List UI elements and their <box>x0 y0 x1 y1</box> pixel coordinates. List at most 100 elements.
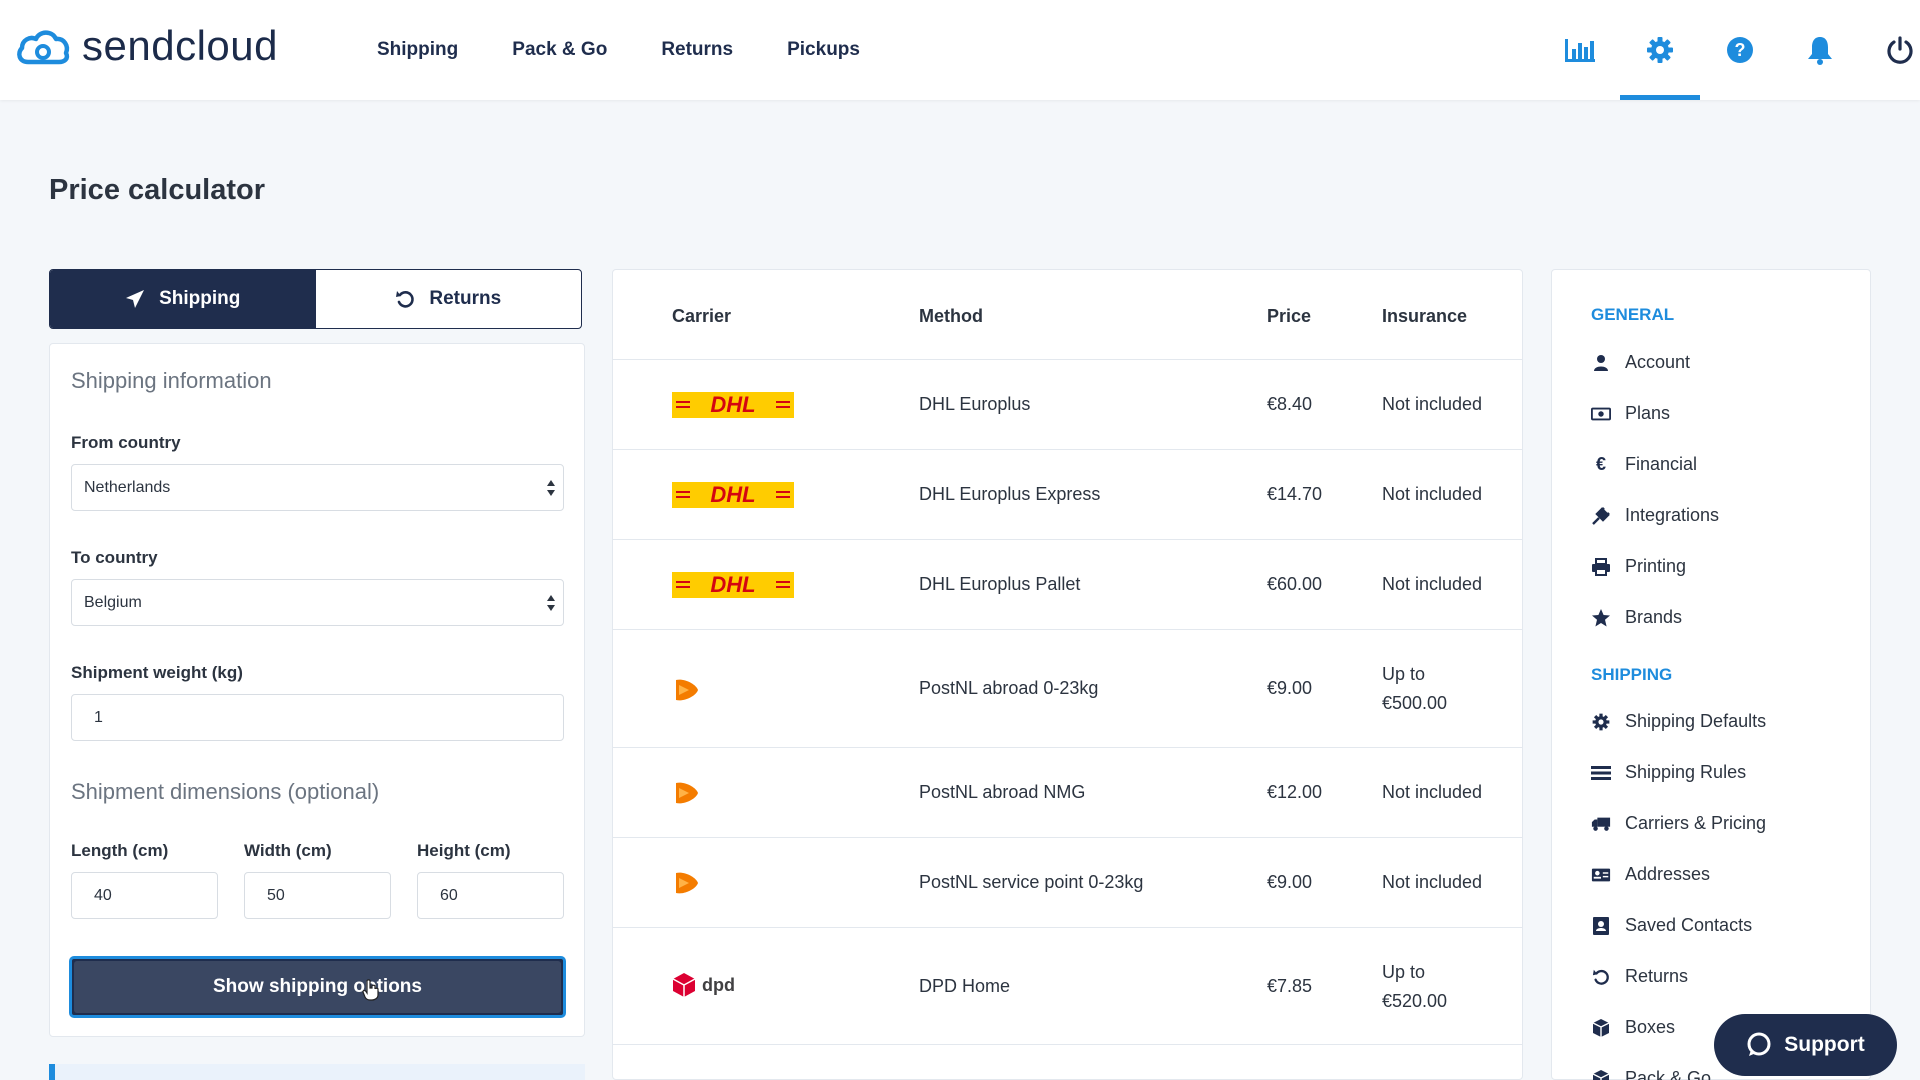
select-arrows-icon <box>547 480 555 496</box>
dhl-logo-icon: DHL <box>672 572 794 598</box>
postnl-logo-icon <box>676 872 698 894</box>
height-input[interactable]: 60 <box>417 872 564 919</box>
sidebar-item-account[interactable]: Account <box>1591 352 1690 373</box>
sidebar-item-label: Integrations <box>1625 505 1720 525</box>
sidebar-item-label: Saved Contacts <box>1625 915 1753 935</box>
insurance-column-header: Insurance <box>1382 306 1468 326</box>
shipping-tab-label: Shipping <box>159 288 241 309</box>
insurance-amount-cell: €520.00 <box>1382 991 1448 1011</box>
price-cell: €12.00 <box>1267 782 1323 802</box>
method-cell: PostNL service point 0-23kg <box>919 872 1144 892</box>
sidebar-item-shipping-defaults[interactable]: Shipping Defaults <box>1591 711 1766 732</box>
gear-icon <box>1647 37 1673 63</box>
sidebar-item-returns[interactable]: Returns <box>1591 966 1688 987</box>
returns-tab[interactable]: Returns <box>316 270 582 328</box>
method-column-header: Method <box>919 306 983 326</box>
sidebar-item-financial[interactable]: € Financial <box>1591 454 1697 475</box>
user-icon <box>1594 354 1608 371</box>
sidebar-item-integrations[interactable]: Integrations <box>1591 505 1719 526</box>
general-heading: GENERAL <box>1591 305 1675 324</box>
sidebar-item-boxes[interactable]: Boxes <box>1591 1017 1675 1038</box>
postnl-logo-icon <box>676 679 698 701</box>
from-country-value: Netherlands <box>84 478 171 496</box>
sidebar-item-printing[interactable]: Printing <box>1591 556 1686 577</box>
carrier-column-header: Carrier <box>672 306 732 326</box>
dhl-logo-icon: DHL <box>672 482 794 508</box>
table-row[interactable]: PostNL abroad 0-23kg €9.00 Up to €500.00 <box>613 629 1522 747</box>
box-icon <box>1592 1069 1610 1080</box>
table-row[interactable]: PostNL service point 0-23kg €9.00 Not in… <box>613 837 1522 927</box>
sidebar-item-shipping-rules[interactable]: Shipping Rules <box>1591 762 1746 783</box>
sidebar-item-saved-contacts[interactable]: Saved Contacts <box>1591 915 1752 936</box>
table-row[interactable]: PostNL abroad NMG €12.00 Not included <box>613 747 1522 837</box>
svg-text:DHL: DHL <box>710 572 755 597</box>
nav-returns[interactable]: Returns <box>661 39 734 60</box>
price-cell: €60.00 <box>1267 574 1323 594</box>
sidebar-item-pack-and-go[interactable]: Pack & Go <box>1591 1068 1711 1080</box>
height-value: 60 <box>440 886 458 904</box>
sidebar-item-plans[interactable]: Plans <box>1591 403 1670 424</box>
sidebar-item-addresses[interactable]: Addresses <box>1591 864 1710 885</box>
mode-toggle: Shipping Returns <box>49 269 582 329</box>
from-country-label: From country <box>71 433 181 452</box>
table-row[interactable]: DHL DHL Europlus Pallet €60.00 Not inclu… <box>613 539 1522 629</box>
sidebar-item-carriers-pricing[interactable]: Carriers & Pricing <box>1591 813 1766 834</box>
show-shipping-options-button[interactable]: Show shipping options <box>69 956 566 1018</box>
table-row[interactable]: DHL DHL Europlus Express €14.70 Not incl… <box>613 449 1522 539</box>
nav-pickups[interactable]: Pickups <box>787 39 860 60</box>
settings-button[interactable] <box>1620 0 1700 100</box>
method-cell: DHL Europlus Pallet <box>919 574 1081 594</box>
svg-text:DHL: DHL <box>710 392 755 417</box>
weight-input[interactable]: 1 <box>71 694 564 741</box>
notifications-button[interactable] <box>1780 0 1860 100</box>
plug-icon <box>1592 506 1610 525</box>
page-title: Price calculator <box>49 174 265 206</box>
insurance-cell: Not included <box>1382 872 1483 892</box>
to-country-select[interactable]: Belgium <box>71 579 564 626</box>
sidebar-item-label: Boxes <box>1625 1017 1676 1037</box>
support-button[interactable]: Support <box>1714 1014 1897 1076</box>
weight-value: 1 <box>94 708 103 726</box>
settings-sidebar: GENERAL Account Plans € Financial Integr… <box>1551 269 1871 1080</box>
truck-icon <box>1591 817 1611 831</box>
sidebar-item-brands[interactable]: Brands <box>1591 607 1682 628</box>
insurance-cell: Up to <box>1382 664 1426 684</box>
dimensions-heading: Shipment dimensions (optional) <box>71 779 380 804</box>
insurance-cell: Up to <box>1382 962 1426 982</box>
top-navigation-bar: sendcloud Shipping Pack & Go Returns Pic… <box>0 0 1920 100</box>
length-label: Length (cm) <box>71 841 169 860</box>
width-value: 50 <box>267 886 285 904</box>
header-actions: ? <box>1540 0 1920 100</box>
select-arrows-icon <box>547 595 555 611</box>
svg-text:?: ? <box>1735 40 1746 60</box>
contact-book-icon <box>1593 916 1609 935</box>
bell-icon <box>1808 37 1832 65</box>
logo-text: sendcloud <box>82 22 278 69</box>
shipping-form-card: Shipping information From country Nether… <box>49 343 585 1037</box>
show-shipping-options-label: Show shipping options <box>213 976 422 997</box>
table-row[interactable]: DHL DHL Europlus €8.40 Not included <box>613 359 1522 449</box>
nav-pack-and-go[interactable]: Pack & Go <box>512 39 608 60</box>
help-button[interactable]: ? <box>1700 0 1780 100</box>
logout-button[interactable] <box>1860 0 1920 100</box>
table-row[interactable]: dpd DPD Home €7.85 Up to €520.00 <box>613 927 1522 1045</box>
weight-label: Shipment weight (kg) <box>71 663 243 682</box>
from-country-select[interactable]: Netherlands <box>71 464 564 511</box>
shipping-info-heading: Shipping information <box>71 368 272 393</box>
shipping-tab[interactable]: Shipping <box>50 270 316 328</box>
price-cell: €7.85 <box>1267 976 1313 996</box>
length-input[interactable]: 40 <box>71 872 218 919</box>
euro-icon: € <box>1595 454 1606 474</box>
insurance-cell: Not included <box>1382 574 1483 594</box>
svg-text:DHL: DHL <box>710 482 755 507</box>
insurance-cell: Not included <box>1382 782 1483 802</box>
sendcloud-logo[interactable]: sendcloud <box>14 22 278 70</box>
dpd-logo: dpd <box>672 972 735 998</box>
chat-bubble-icon <box>1747 1032 1771 1056</box>
nav-shipping[interactable]: Shipping <box>377 39 459 60</box>
width-input[interactable]: 50 <box>244 872 391 919</box>
printer-icon <box>1592 557 1610 576</box>
analytics-button[interactable] <box>1540 0 1620 100</box>
undo-icon <box>396 291 415 308</box>
sidebar-item-label: Financial <box>1625 454 1698 474</box>
